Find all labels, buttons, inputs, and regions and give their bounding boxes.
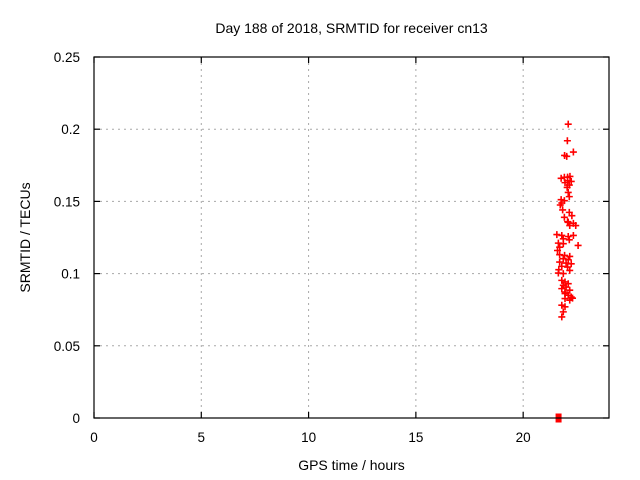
data-point-plus [569, 231, 577, 239]
axis-ticks [93, 56, 609, 419]
data-point-plus [559, 255, 567, 263]
data-point-plus [563, 137, 571, 145]
chart-title: Day 188 of 2018, SRMTID for receiver cn1… [215, 20, 488, 36]
data-point-plus [574, 241, 582, 249]
x-axis-label: GPS time / hours [298, 457, 405, 473]
data-point-plus [560, 213, 568, 221]
data-point-plus [556, 201, 564, 209]
y-tick-label: 0.15 [54, 194, 80, 209]
data-point-plus [562, 283, 570, 291]
data-point-plus [569, 148, 577, 156]
data-point-plus [566, 222, 574, 230]
data-point-plus [564, 232, 572, 240]
data-point-plus [565, 193, 573, 201]
tick-labels: 0 5 10 15 20 0 0.05 0.1 0.15 0.2 0.25 [54, 50, 531, 445]
data-point-plus [558, 313, 566, 321]
y-tick-label: 0.2 [61, 122, 80, 137]
data-point-plus [561, 251, 569, 259]
data-point-plus [561, 179, 569, 187]
x-tick-label: 15 [408, 430, 423, 445]
x-tick-label: 20 [516, 430, 531, 445]
data-point-plus [554, 246, 561, 254]
data-point-plus [564, 120, 572, 128]
x-tick-label: 5 [198, 430, 206, 445]
data-point-plus [563, 183, 571, 191]
gridlines [94, 57, 609, 418]
data-point-plus [564, 218, 572, 226]
data-point-plus [559, 240, 567, 248]
data-point-plus [566, 286, 574, 294]
x-tick-label: 0 [90, 430, 98, 445]
data-point-plus [567, 293, 575, 301]
data-point-plus [558, 285, 566, 293]
plot-border [93, 56, 610, 419]
data-point-plus [556, 258, 564, 266]
data-point-plus [561, 295, 569, 303]
data-point-plus [566, 252, 574, 260]
data-point-plus [566, 296, 574, 304]
data-point-plus [561, 303, 569, 311]
data-point-plus [568, 212, 576, 220]
data-point-plus [553, 231, 561, 239]
x-tick-label: 10 [301, 430, 316, 445]
data-point-plus [559, 270, 567, 278]
data-point-plus [566, 172, 574, 180]
y-tick-label: 0.1 [61, 267, 80, 282]
data-point-plus [559, 206, 567, 214]
data-point-plus [564, 188, 572, 196]
data-point-plus [558, 231, 566, 239]
data-point-plus [561, 151, 569, 159]
y-axis-label: SRMTID / TECUs [17, 182, 33, 292]
data-point-plus [567, 177, 575, 185]
data-point-plus [566, 266, 574, 274]
data-point-plus [565, 236, 573, 244]
data-point-plus [559, 308, 567, 316]
data-point-plus [567, 260, 575, 268]
data-point-plus [572, 222, 580, 230]
data-points [553, 120, 582, 423]
y-tick-label: 0.25 [54, 50, 80, 65]
data-point-plus [557, 174, 565, 182]
y-tick-label: 0.05 [54, 339, 80, 354]
y-tick-label: 0 [72, 411, 80, 426]
